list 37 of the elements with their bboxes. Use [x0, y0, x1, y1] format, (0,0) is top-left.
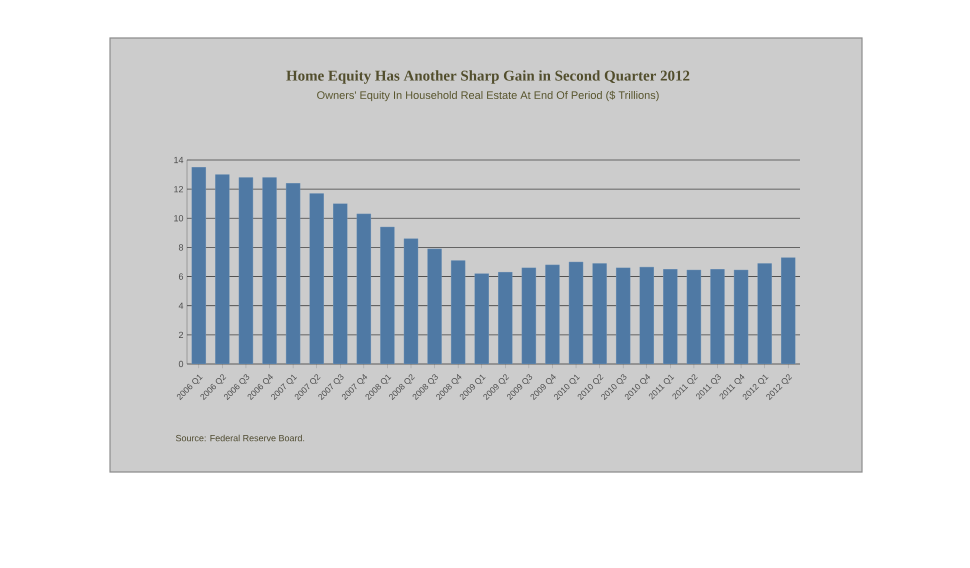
bar — [192, 167, 206, 364]
bar — [333, 203, 348, 364]
bar — [592, 263, 607, 364]
bar — [380, 226, 395, 364]
y-tick-label: 12 — [174, 186, 184, 192]
bar — [215, 174, 230, 364]
bar — [498, 272, 512, 364]
bar — [545, 264, 560, 364]
bar — [522, 268, 536, 364]
bar — [404, 238, 418, 364]
bar — [427, 248, 442, 364]
bar — [474, 273, 489, 364]
source-note: Source: Federal Reserve Board. — [176, 434, 304, 442]
y-tick-label: 8 — [178, 244, 184, 251]
bar — [616, 268, 630, 364]
bar — [757, 263, 772, 364]
bar — [356, 214, 372, 364]
bar — [238, 177, 254, 364]
chart-subtitle: Owners' Equity In Household Real Estate At End Of Period ($ Trillions) — [317, 90, 659, 102]
y-tick-label: 4 — [178, 302, 184, 309]
bar — [450, 260, 466, 364]
bar — [686, 270, 702, 364]
bar — [781, 257, 796, 364]
bar — [309, 193, 324, 364]
bar — [710, 269, 725, 364]
y-tick-label: 0 — [178, 360, 184, 368]
y-tick-label: 2 — [178, 332, 184, 338]
bar — [262, 177, 277, 364]
chart-title: Home Equity Has Another Sharp Gain in Second Quarter 2012 — [286, 70, 690, 84]
y-tick-label: 14 — [174, 156, 184, 164]
bar — [286, 183, 300, 364]
bar — [663, 269, 678, 364]
bar — [734, 270, 748, 364]
y-tick-label: 10 — [174, 215, 184, 222]
y-tick-label: 6 — [178, 273, 184, 280]
bar — [640, 266, 654, 364]
bar — [568, 262, 584, 364]
